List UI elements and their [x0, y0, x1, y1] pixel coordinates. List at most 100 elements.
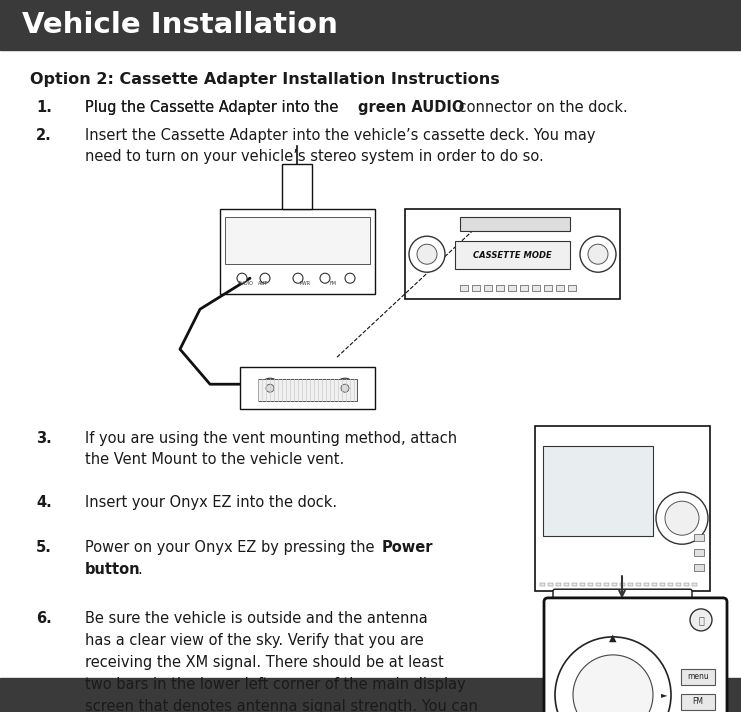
Text: 2.: 2. — [36, 127, 52, 142]
Bar — [0, 0, 741, 50]
Text: FM: FM — [693, 697, 703, 706]
Bar — [556, 286, 564, 291]
Bar — [543, 446, 653, 536]
Bar — [544, 286, 552, 291]
Text: 6.: 6. — [36, 611, 52, 626]
Circle shape — [335, 378, 355, 398]
Text: has a clear view of the sky. Verify that you are: has a clear view of the sky. Verify that… — [85, 633, 424, 648]
Text: 4.: 4. — [36, 496, 52, 511]
Bar — [460, 286, 468, 291]
Bar — [258, 379, 357, 401]
Circle shape — [237, 273, 247, 283]
Text: ⏼: ⏼ — [698, 615, 704, 625]
Circle shape — [341, 384, 349, 392]
Text: Plug the Cassette Adapter into the: Plug the Cassette Adapter into the — [85, 100, 343, 115]
Circle shape — [409, 236, 445, 272]
Text: receiving the XM signal. There should be at least: receiving the XM signal. There should be… — [85, 655, 444, 670]
Bar — [532, 286, 540, 291]
Text: ANT: ANT — [258, 281, 268, 286]
Text: Option 2: Cassette Adapter Installation Instructions: Option 2: Cassette Adapter Installation … — [30, 72, 499, 87]
Circle shape — [260, 378, 280, 398]
Text: 5.: 5. — [36, 540, 52, 555]
Text: 1.: 1. — [36, 100, 52, 115]
Bar — [572, 583, 577, 586]
Text: .: . — [138, 562, 142, 577]
Bar — [676, 583, 681, 586]
Bar — [652, 583, 657, 586]
FancyBboxPatch shape — [405, 209, 620, 299]
Text: If you are using the vent mounting method, attach
the Vent Mount to the vehicle : If you are using the vent mounting metho… — [85, 431, 457, 467]
Bar — [694, 564, 704, 571]
FancyBboxPatch shape — [535, 426, 710, 591]
Circle shape — [588, 244, 608, 264]
Bar — [484, 286, 492, 291]
Circle shape — [293, 273, 303, 283]
Text: connector on the dock.: connector on the dock. — [454, 100, 628, 115]
Circle shape — [260, 273, 270, 283]
Bar — [580, 583, 585, 586]
Circle shape — [345, 273, 355, 283]
Text: ►: ► — [660, 691, 667, 699]
Circle shape — [665, 501, 699, 535]
Text: Be sure the vehicle is outside and the antenna: Be sure the vehicle is outside and the a… — [85, 611, 428, 626]
Bar — [660, 583, 665, 586]
Text: Vehicle Installation: Vehicle Installation — [22, 11, 338, 39]
FancyBboxPatch shape — [544, 598, 727, 712]
Bar — [225, 217, 370, 264]
Bar — [684, 583, 689, 586]
Bar — [588, 583, 593, 586]
Bar — [692, 583, 697, 586]
Bar — [520, 286, 528, 291]
Text: two bars in the lower left corner of the main display: two bars in the lower left corner of the… — [85, 677, 466, 692]
Text: Plug the Cassette Adapter into the: Plug the Cassette Adapter into the — [0, 711, 1, 712]
Bar — [604, 583, 609, 586]
Bar — [694, 534, 704, 541]
Text: menu: menu — [687, 672, 709, 681]
Bar — [455, 241, 570, 269]
Bar — [628, 583, 633, 586]
Bar — [681, 669, 715, 685]
Bar — [612, 583, 617, 586]
Text: FM: FM — [330, 281, 337, 286]
Bar — [568, 286, 576, 291]
Text: Insert the Cassette Adapter into the vehicle’s cassette deck. You may
need to tu: Insert the Cassette Adapter into the veh… — [85, 127, 596, 164]
Circle shape — [266, 384, 274, 392]
Bar — [460, 217, 570, 231]
Bar — [681, 694, 715, 710]
Bar — [556, 583, 561, 586]
Circle shape — [656, 492, 708, 544]
FancyBboxPatch shape — [553, 590, 692, 613]
Circle shape — [555, 637, 671, 712]
Bar — [540, 583, 545, 586]
Text: screen that denotes antenna signal strength. You can: screen that denotes antenna signal stren… — [85, 699, 478, 712]
Circle shape — [573, 655, 653, 712]
Bar — [496, 286, 504, 291]
Circle shape — [580, 236, 616, 272]
Text: 37: 37 — [697, 688, 718, 703]
Bar — [694, 549, 704, 556]
Circle shape — [417, 244, 437, 264]
Text: Insert your Onyx EZ into the dock.: Insert your Onyx EZ into the dock. — [85, 496, 337, 511]
Bar — [668, 583, 673, 586]
Bar — [636, 583, 641, 586]
FancyBboxPatch shape — [220, 209, 375, 294]
Text: green AUDIO: green AUDIO — [358, 100, 465, 115]
Bar — [548, 583, 553, 586]
Text: ▲: ▲ — [609, 633, 617, 643]
Text: button: button — [85, 562, 141, 577]
Text: Plug the Cassette Adapter into the: Plug the Cassette Adapter into the — [85, 100, 343, 115]
Text: AUDIO: AUDIO — [238, 281, 254, 286]
Circle shape — [320, 273, 330, 283]
Text: 3.: 3. — [36, 431, 52, 446]
Text: Power: Power — [382, 540, 433, 555]
Bar — [0, 678, 741, 712]
Text: Power on your Onyx EZ by pressing the: Power on your Onyx EZ by pressing the — [85, 540, 379, 555]
Bar — [620, 583, 625, 586]
Bar — [282, 164, 312, 209]
Bar — [644, 583, 649, 586]
FancyBboxPatch shape — [240, 367, 375, 409]
Circle shape — [690, 609, 712, 631]
Bar — [564, 583, 569, 586]
Text: CASSETTE MODE: CASSETTE MODE — [473, 251, 552, 260]
Bar — [472, 286, 480, 291]
